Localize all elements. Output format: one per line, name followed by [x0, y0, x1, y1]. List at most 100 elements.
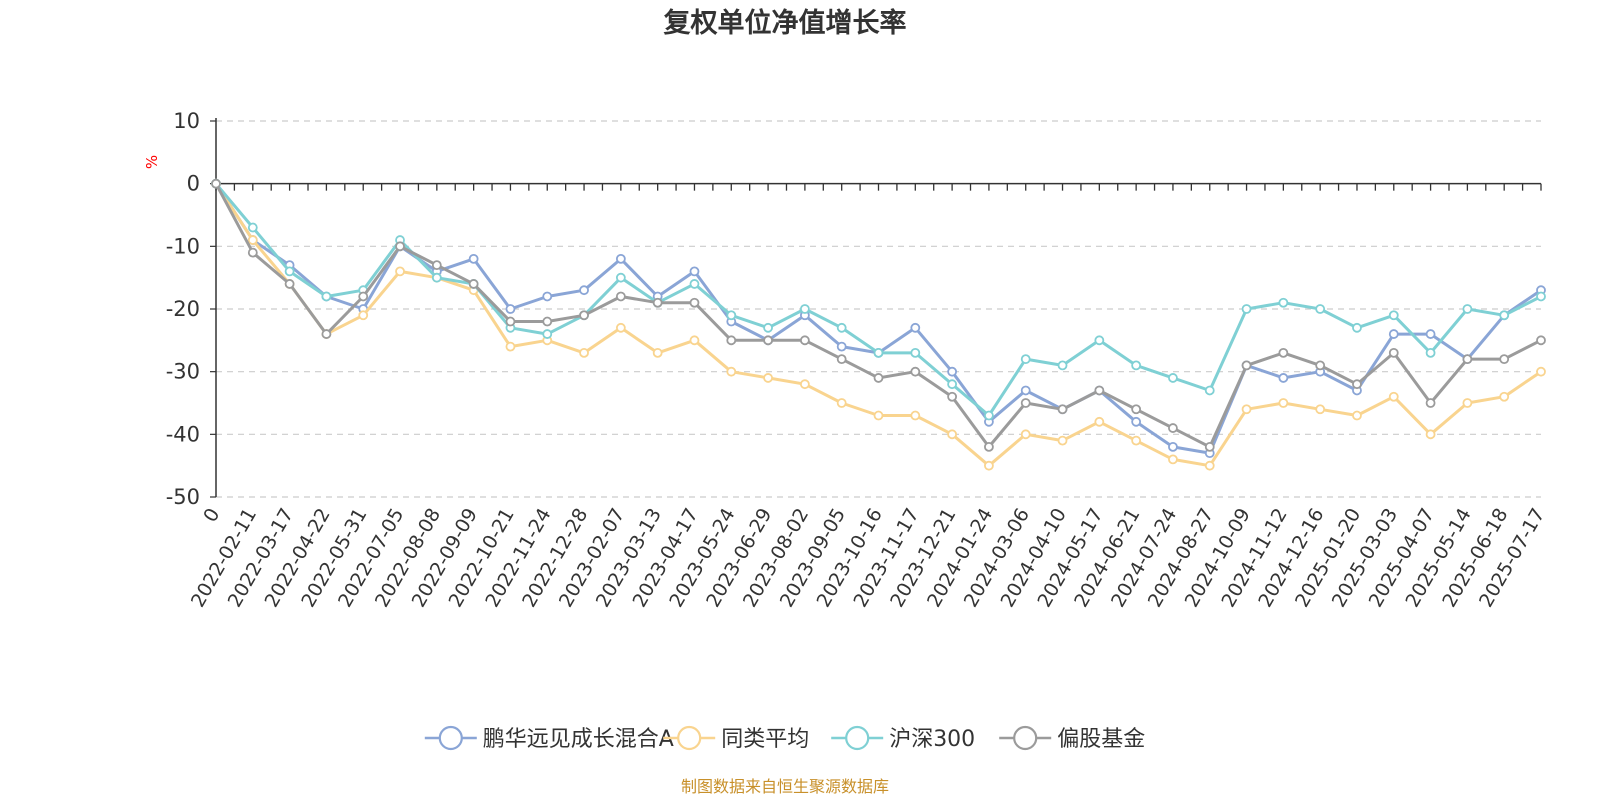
data-point — [615, 322, 626, 333]
data-point — [910, 410, 921, 421]
data-point — [1057, 435, 1068, 446]
data-point — [947, 379, 958, 390]
legend-label: 沪深300 — [889, 727, 975, 752]
axes: 100-10-20-30-40-5002022-02-112022-03-172… — [166, 109, 1550, 611]
legend-marker-icon — [677, 725, 702, 751]
y-tick-label: 0 — [187, 172, 200, 196]
legend-marker-icon — [1013, 725, 1038, 751]
data-point — [1131, 360, 1142, 371]
data-point — [836, 341, 847, 352]
y-tick-label: 10 — [173, 109, 200, 133]
data-point — [910, 347, 921, 358]
data-point — [1168, 423, 1178, 433]
data-point — [799, 335, 810, 346]
legend-label: 偏股基金 — [1057, 727, 1145, 752]
y-tick-label: -10 — [166, 234, 200, 258]
legend-item: 鹏华远见成长混合A — [424, 725, 674, 752]
data-point — [1131, 435, 1142, 446]
data-point — [542, 329, 553, 339]
data-point — [615, 253, 626, 264]
data-point — [1352, 410, 1362, 421]
data-point — [1315, 304, 1326, 314]
data-point — [1094, 335, 1105, 346]
legend-marker-icon — [845, 725, 870, 751]
data-point — [1020, 354, 1031, 365]
data-point — [1020, 429, 1031, 440]
data-point — [1278, 347, 1289, 358]
data-point — [431, 272, 442, 283]
data-point — [358, 291, 369, 302]
data-point — [1352, 379, 1362, 390]
data-point — [947, 429, 958, 440]
data-point — [1352, 322, 1362, 333]
y-tick-label: -30 — [166, 360, 200, 384]
series-line — [214, 182, 1543, 449]
data-point — [1020, 398, 1031, 408]
data-point — [1094, 416, 1105, 427]
y-axis-unit: % — [143, 155, 161, 169]
series-1 — [211, 178, 1546, 471]
data-point — [1278, 398, 1289, 408]
data-point — [579, 310, 589, 321]
legend-item: 沪深300 — [831, 725, 975, 752]
data-point — [1131, 416, 1142, 427]
data-point — [836, 398, 847, 408]
legend-item: 同类平均 — [663, 725, 809, 752]
data-point — [910, 366, 921, 377]
data-point — [1536, 366, 1546, 377]
data-point — [1462, 398, 1473, 408]
data-point — [910, 322, 921, 333]
data-point — [652, 347, 663, 358]
data-point — [726, 335, 737, 346]
data-point — [247, 247, 258, 258]
data-point — [1057, 404, 1068, 415]
data-point — [542, 291, 553, 302]
data-point — [1462, 354, 1473, 365]
data-point — [505, 341, 516, 352]
data-point — [395, 266, 405, 277]
data-point — [836, 322, 847, 333]
data-point — [1241, 304, 1252, 314]
data-point — [1241, 360, 1252, 371]
data-point — [689, 335, 700, 346]
y-tick-label: -40 — [166, 422, 200, 446]
data-point — [984, 441, 994, 452]
data-point — [836, 354, 847, 365]
data-point — [947, 366, 958, 377]
data-point — [431, 260, 442, 271]
legend-label: 同类平均 — [721, 727, 809, 752]
data-point — [726, 366, 737, 377]
data-point — [1168, 454, 1178, 465]
series-3 — [211, 178, 1546, 452]
data-point — [1388, 329, 1399, 339]
data-point — [247, 222, 258, 233]
x-tick-label: 0 — [199, 505, 224, 526]
series-lines — [211, 178, 1546, 471]
data-point — [1388, 347, 1399, 358]
data-point — [1315, 360, 1326, 371]
data-point — [1388, 310, 1399, 321]
grid-lines — [216, 120, 1541, 498]
data-point — [1168, 441, 1178, 452]
data-point — [1204, 385, 1215, 396]
data-point — [1536, 291, 1546, 302]
data-point — [321, 291, 332, 302]
data-point — [1388, 391, 1399, 402]
data-point — [689, 266, 700, 277]
legend-item: 偏股基金 — [999, 725, 1145, 752]
data-point — [579, 347, 589, 358]
data-point — [763, 335, 773, 346]
data-point — [211, 178, 221, 189]
data-point — [799, 379, 810, 390]
legend-marker-icon — [438, 725, 463, 751]
data-point — [1499, 391, 1510, 402]
data-point — [1499, 310, 1510, 321]
data-source-note: 制图数据来自恒生聚源数据库 — [681, 777, 889, 796]
data-point — [947, 391, 958, 402]
data-point — [1462, 304, 1473, 314]
data-point — [1094, 385, 1105, 396]
data-point — [284, 279, 295, 289]
data-point — [1425, 398, 1436, 408]
data-point — [873, 373, 884, 383]
legend: 鹏华远见成长混合A 同类平均 沪深300 偏股基金 — [424, 725, 1145, 752]
